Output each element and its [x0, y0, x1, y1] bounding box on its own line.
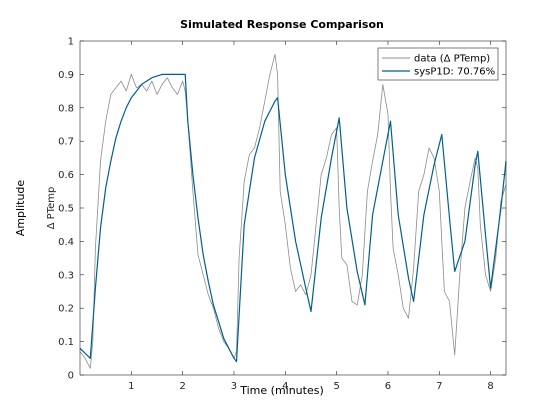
- x-tick-label: 3: [231, 381, 237, 392]
- x-tick-label: 4: [282, 381, 288, 392]
- legend-box: [377, 47, 499, 81]
- y-tick-label: 0.4: [58, 237, 74, 248]
- plot-frame: [79, 40, 507, 376]
- series-line-data: [79, 54, 507, 369]
- chart-title: Simulated Response Comparison: [180, 18, 384, 31]
- y-tick-label: 0.3: [58, 270, 74, 281]
- legend: data (Δ PTemp) sysP1D: 70.76%: [377, 47, 499, 81]
- x-tick-label: 8: [487, 381, 493, 392]
- y-tick-label: 0.7: [58, 137, 74, 148]
- y-tick-label: 0.1: [58, 337, 74, 348]
- legend-entry-label: sysP1D: 70.76%: [414, 67, 495, 78]
- series-line-model: [79, 73, 507, 363]
- y-axis-label: Δ PTemp: [46, 187, 57, 230]
- legend-entry-label: data (Δ PTemp): [414, 54, 490, 65]
- outer-y-axis-label: Amplitude: [14, 180, 27, 237]
- y-tick-label: 0.5: [58, 204, 74, 215]
- x-axis-label: Time (minutes): [239, 384, 324, 397]
- y-tick-label: 0: [68, 371, 74, 382]
- x-tick-label: 2: [179, 381, 185, 392]
- x-tick-label: 5: [333, 381, 339, 392]
- plot-area: 1 2 3 4 5 6 7 8 0 0.1 0.2 0.3 0.4 0.5 0.6 0.7 0.8 0.9 1: [58, 37, 507, 392]
- y-tick-label: 0.9: [58, 70, 74, 81]
- y-tick-label: 0.2: [58, 304, 74, 315]
- plot-background: [80, 41, 506, 375]
- y-tick-label: 0.8: [58, 103, 74, 114]
- x-tick-label: 6: [385, 381, 391, 392]
- y-tick-label: 1: [68, 37, 74, 48]
- x-tick-label: 1: [128, 381, 134, 392]
- x-tick-label: 7: [436, 381, 442, 392]
- y-tick-label: 0.6: [58, 170, 74, 181]
